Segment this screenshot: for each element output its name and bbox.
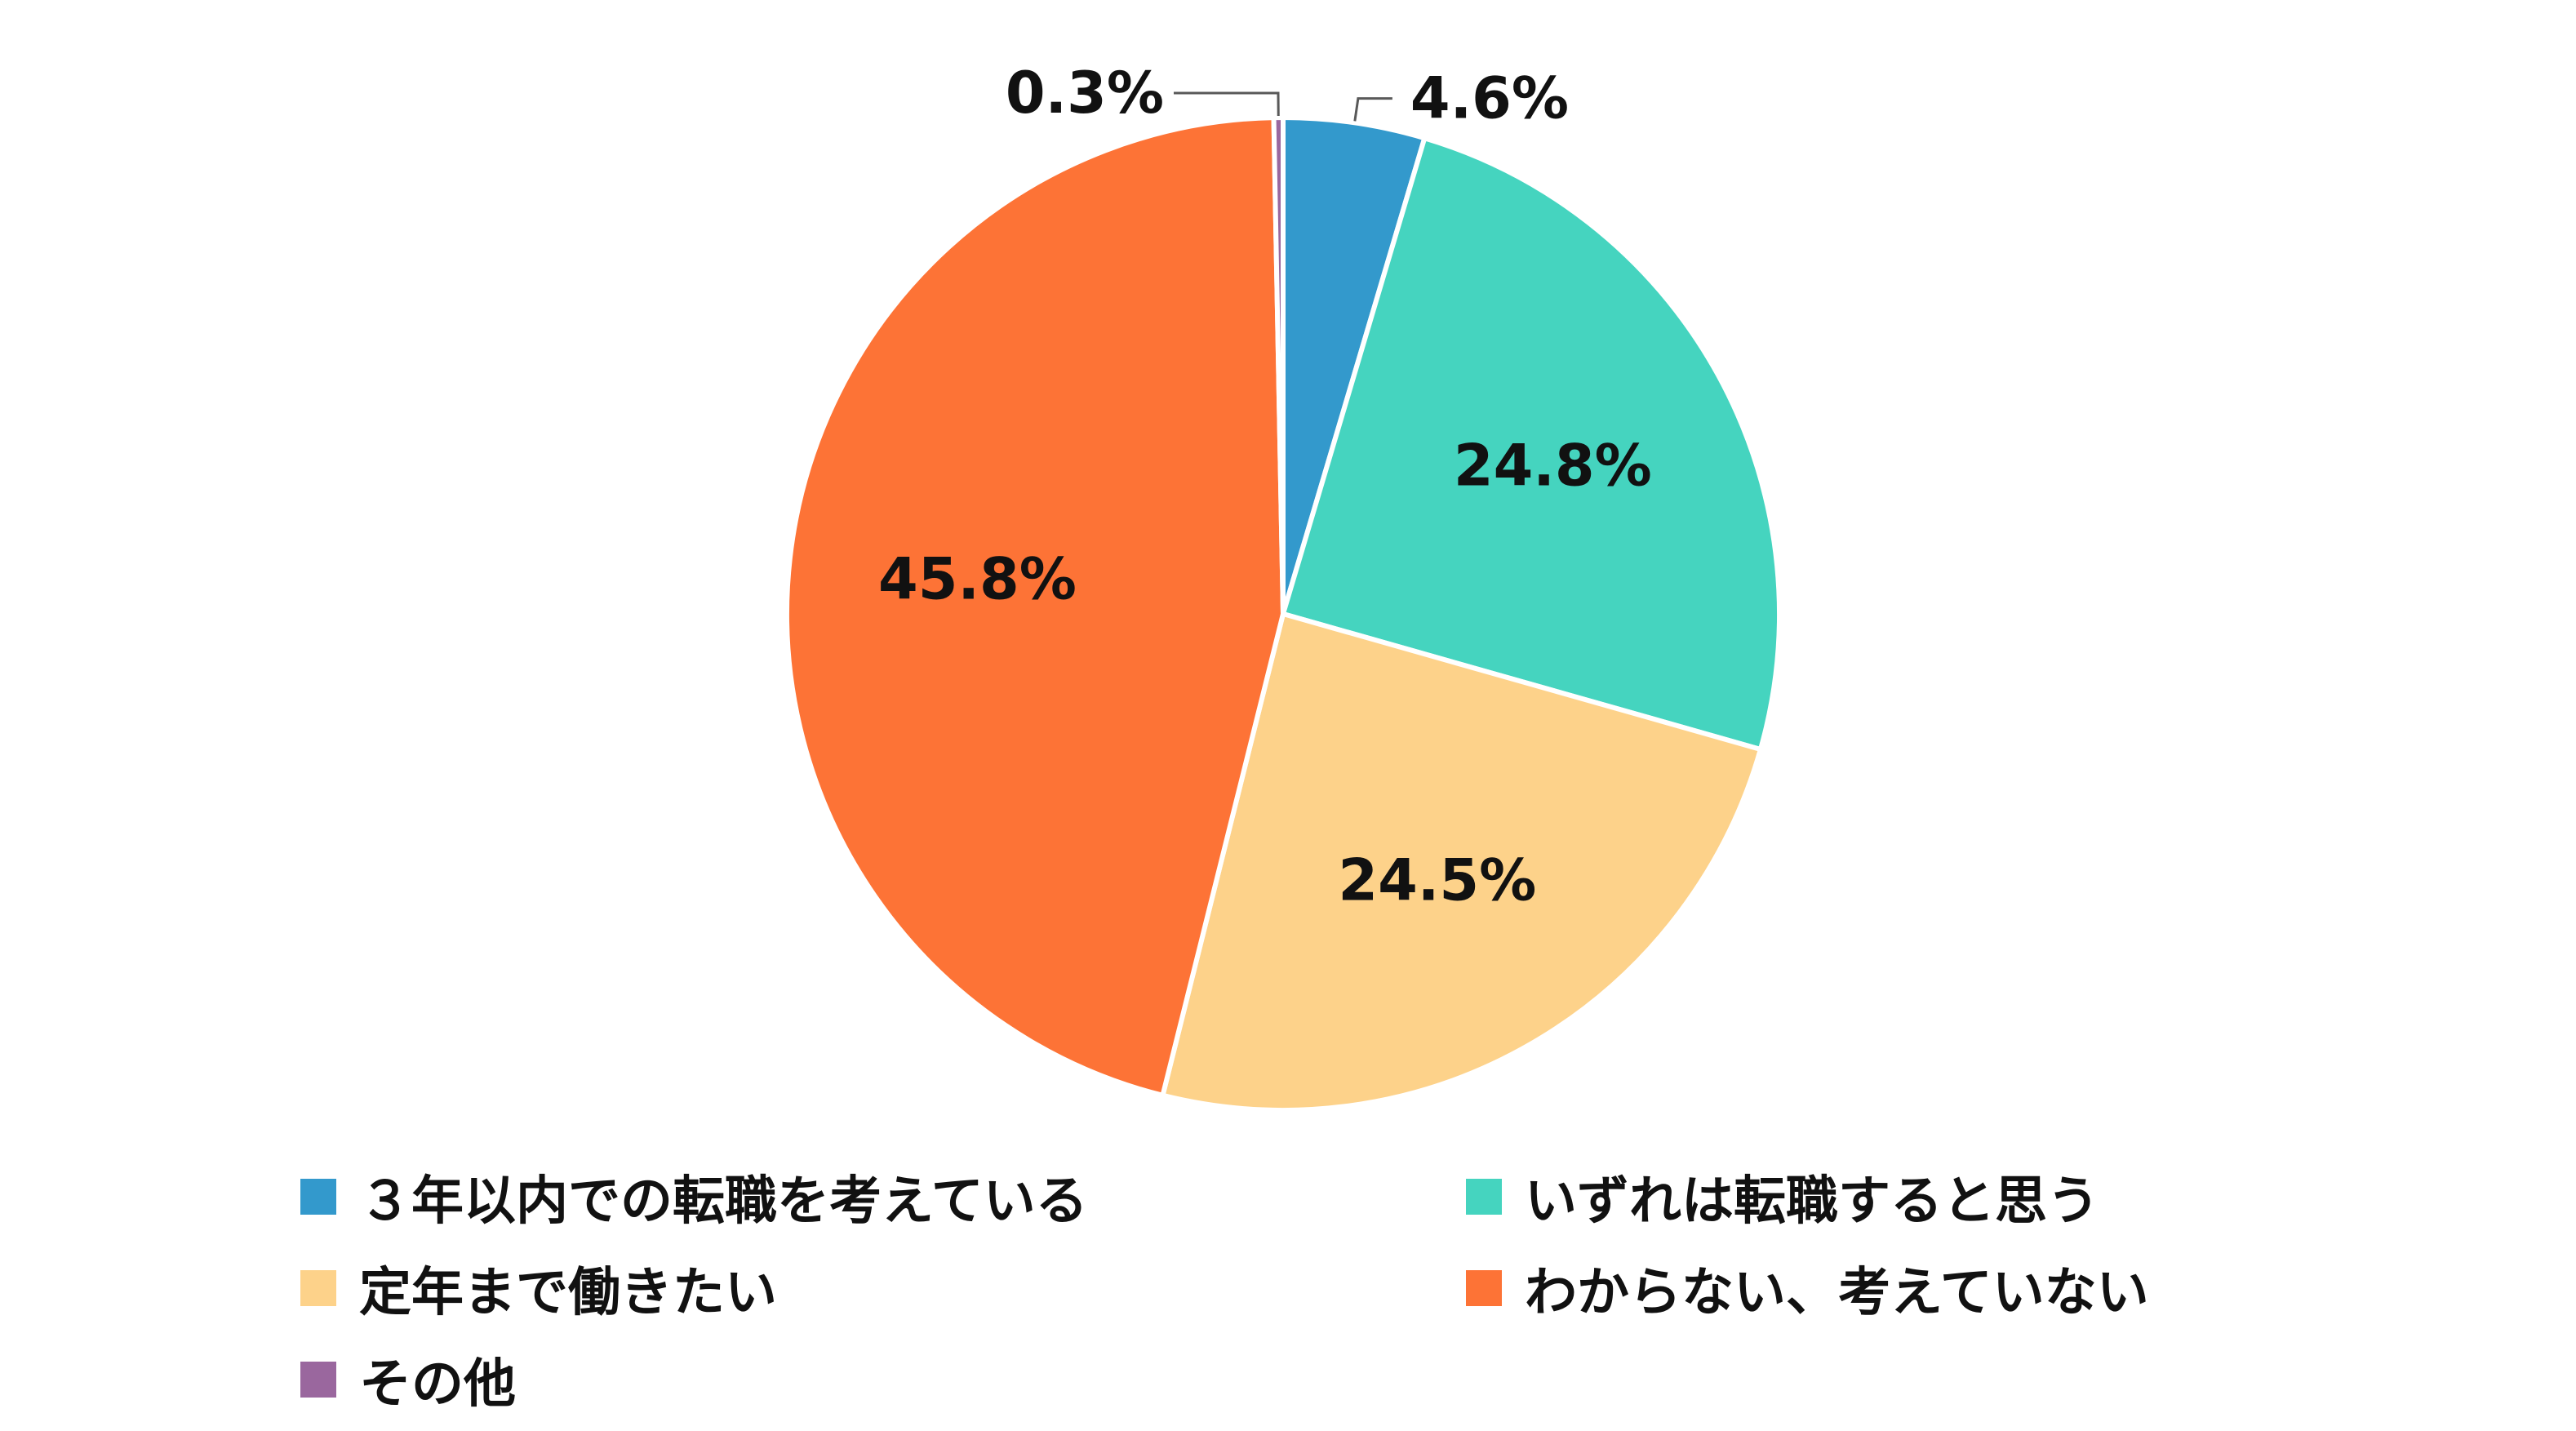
pie-slices (784, 115, 1782, 1113)
pie-slice-undecided (784, 115, 1286, 1098)
slice-label-undecided: 45.8% (878, 545, 1077, 612)
leader-line-other (1173, 91, 1280, 117)
leader-line-3years (1353, 97, 1392, 122)
slice-label-3years: 4.6% (1410, 65, 1569, 132)
pie-slice-someday (1281, 136, 1782, 752)
pie-slice-until-retirement (1160, 611, 1763, 1113)
slice-label-someday: 24.8% (1454, 432, 1652, 499)
slice-label-until-retirement: 24.5% (1338, 847, 1536, 913)
leader-lines (1173, 91, 1392, 122)
pie-slice-other (1271, 115, 1286, 616)
slice-labels: 4.6% 24.8% 24.5% 45.8% 0.3% (878, 60, 1652, 913)
slice-label-other: 0.3% (1006, 60, 1164, 127)
